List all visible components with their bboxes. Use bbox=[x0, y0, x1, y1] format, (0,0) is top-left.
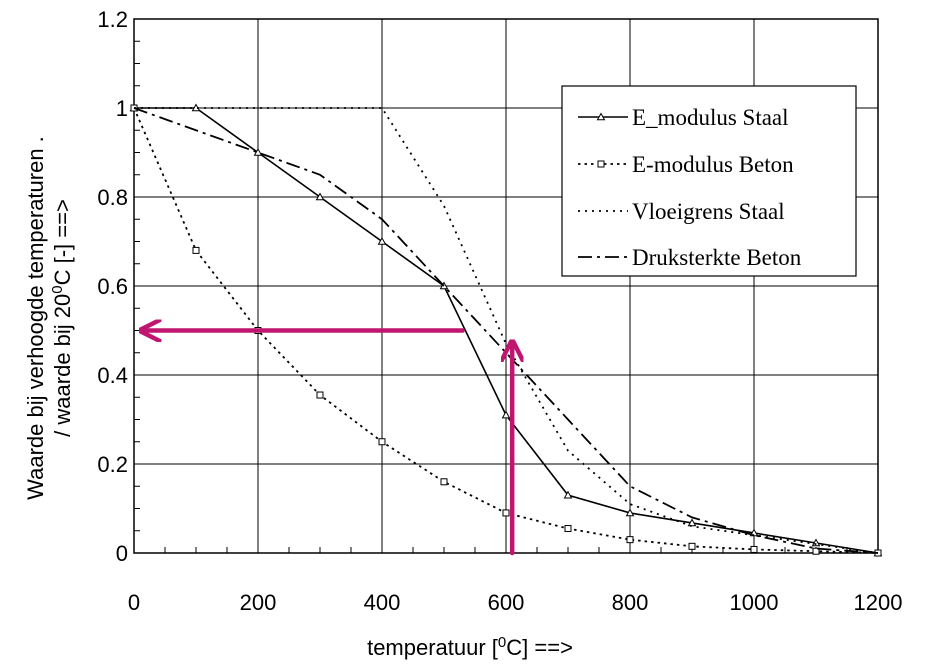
y-axis-label: Waarde bij verhoogde temperaturen . / wa… bbox=[23, 136, 75, 500]
legend-label: E_modulus Staal bbox=[632, 105, 789, 130]
legend-label: Druksterkte Beton bbox=[632, 245, 802, 270]
data-point bbox=[502, 509, 510, 517]
data-point bbox=[564, 525, 572, 533]
y-axis-label-line1: Waarde bij verhoogde temperaturen . bbox=[23, 136, 48, 500]
y-tick-label: 0.2 bbox=[97, 452, 128, 477]
legend-item-vloeigrens-staal: Vloeigrens Staal bbox=[578, 199, 785, 224]
y-tick-label: 0.6 bbox=[97, 274, 128, 299]
data-point bbox=[563, 490, 573, 499]
x-tick-label: 200 bbox=[240, 590, 277, 615]
tick-labels: 0 200 400 600 800 1000 1200 0 0.2 0.4 0.6 0.8 1 1.2 bbox=[97, 7, 902, 615]
x-tick-label: 1000 bbox=[730, 590, 779, 615]
x-tick-label: 600 bbox=[488, 590, 525, 615]
data-point bbox=[315, 192, 325, 201]
y-tick-label: 0.4 bbox=[97, 363, 128, 388]
legend-item-e-modulus-staal: E_modulus Staal bbox=[578, 105, 789, 130]
legend-label: E-modulus Beton bbox=[632, 152, 794, 177]
axis-ticks bbox=[133, 18, 879, 554]
data-point bbox=[688, 542, 696, 550]
data-point bbox=[377, 236, 387, 245]
data-point bbox=[440, 478, 448, 486]
legend: E_modulus Staal E-modulus Beton Vloeigrens… bbox=[561, 85, 857, 277]
legend-item-e-modulus-beton: E-modulus Beton bbox=[578, 152, 794, 177]
y-tick-label: 0.8 bbox=[97, 185, 128, 210]
y-axis-label-line2: / waarde bij 200C [-] ==> bbox=[49, 199, 76, 437]
legend-marker bbox=[597, 160, 605, 168]
x-tick-label: 800 bbox=[612, 590, 649, 615]
series-vloeigrens-staal bbox=[134, 107, 879, 554]
x-tick-label: 1200 bbox=[854, 590, 903, 615]
data-point bbox=[811, 538, 821, 547]
legend-marker bbox=[596, 112, 606, 121]
data-point bbox=[750, 545, 758, 553]
data-point bbox=[501, 410, 511, 419]
legend-item-druksterkte-beton: Druksterkte Beton bbox=[578, 245, 802, 270]
x-tick-label: 400 bbox=[364, 590, 401, 615]
y-tick-label: 1.2 bbox=[97, 7, 128, 32]
data-point bbox=[192, 246, 200, 254]
data-point bbox=[378, 438, 386, 446]
series-layer bbox=[129, 103, 883, 557]
series-line bbox=[134, 107, 879, 554]
data-point bbox=[812, 547, 820, 555]
data-point bbox=[316, 391, 324, 399]
data-point bbox=[687, 518, 697, 527]
y-tick-label: 1 bbox=[116, 96, 128, 121]
annotation-layer bbox=[143, 331, 512, 556]
x-axis-label: temperatuur [0C] ==> bbox=[367, 634, 573, 661]
data-point bbox=[626, 536, 634, 544]
y-tick-label: 0 bbox=[116, 541, 128, 566]
x-tick-label: 0 bbox=[128, 590, 140, 615]
legend-label: Vloeigrens Staal bbox=[632, 199, 785, 224]
data-point bbox=[625, 508, 635, 517]
